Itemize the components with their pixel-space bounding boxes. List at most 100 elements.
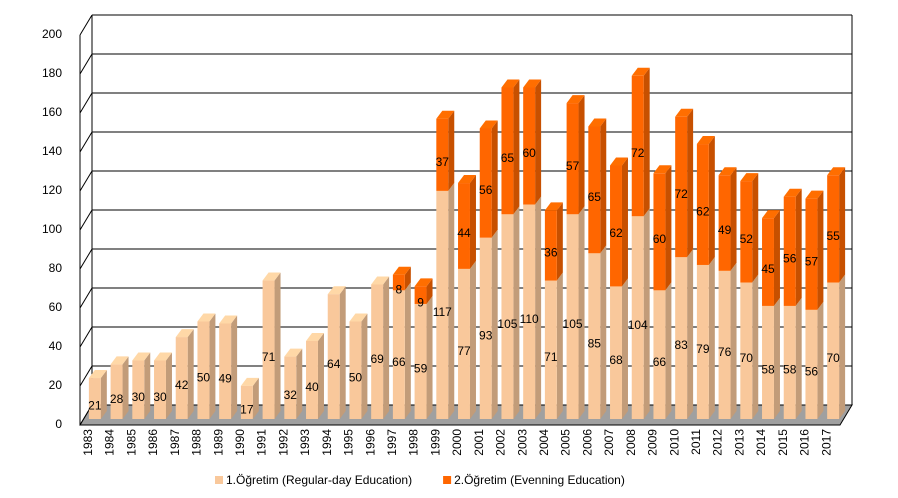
value-label: 58 [783,363,797,377]
bar [805,309,818,419]
bar [675,116,688,258]
value-label: 70 [826,351,840,365]
value-label: 57 [566,159,580,173]
bar-top [154,352,172,361]
bar-side [730,262,737,419]
bar-side [209,313,216,419]
bar-side [773,210,780,306]
bar [414,286,427,304]
bar [566,103,579,215]
bar [501,87,514,215]
bar [284,356,297,419]
bar-side [665,282,672,419]
value-label: 8 [396,283,403,297]
legend-swatch [443,476,452,484]
value-label: 105 [563,317,583,331]
value-label: 62 [609,226,623,240]
grid-line-side [79,209,93,231]
bar-side [535,79,542,205]
bar [696,264,709,419]
bar-top [696,136,715,145]
x-tick-label: 1987 [168,429,182,456]
y-tick-label: 40 [49,339,63,353]
value-label: 68 [609,353,623,367]
grid-line-side [79,14,93,36]
bar [523,87,536,205]
bar [458,183,470,269]
x-tick-label: 1997 [385,429,399,456]
bar [827,175,840,283]
x-tick-label: 2003 [515,429,529,456]
y-tick-label: 120 [42,183,62,197]
bar-side [339,286,346,419]
value-label: 59 [414,362,428,376]
value-label: 70 [740,351,754,365]
x-tick-label: 1984 [103,429,117,456]
bar [544,210,557,281]
bar-side [491,229,498,419]
bar [306,341,318,419]
bar-top [740,173,759,182]
x-tick-label: 1988 [190,429,204,456]
bar [132,360,145,419]
bar-side [165,352,172,419]
value-label: 50 [197,370,211,384]
value-label: 79 [696,342,710,356]
value-label: 104 [628,318,648,332]
bars [88,67,846,419]
value-label: 77 [457,344,471,358]
bar [653,173,666,291]
bar-top [805,190,824,199]
value-label: 42 [175,378,189,392]
value-label: 93 [479,328,493,342]
x-tick-label: 1989 [211,429,225,456]
bar-side [752,173,759,283]
bar-top [219,315,238,324]
y-tick-label: 20 [49,378,63,392]
bar [154,360,166,419]
bar [610,286,622,419]
bar [436,118,449,191]
bar [197,321,210,419]
x-tick-label: 2017 [819,429,833,456]
x-tick-label: 2006 [580,429,594,456]
x-tick-label: 2000 [450,429,464,456]
bar-side [817,190,824,310]
bar-top [523,79,542,88]
bar-side [491,120,498,238]
bar-side [469,260,476,419]
value-label: 110 [520,312,539,326]
bar-side [839,274,846,419]
bar [588,126,601,254]
bar-side [600,245,607,419]
bar [479,237,492,419]
value-label: 66 [653,355,667,369]
value-label: 71 [544,350,558,364]
value-label: 117 [433,305,452,319]
bar-side [274,272,281,419]
bar [240,385,253,419]
bar [718,270,731,419]
bar [392,274,405,291]
bar [827,282,840,419]
bar [436,190,449,419]
value-label: 65 [588,190,602,204]
y-tick-label: 0 [55,417,62,431]
x-tick-label: 2013 [732,429,746,456]
bar-top [675,108,694,117]
value-label: 37 [436,155,450,169]
x-tick-label: 1998 [407,429,421,456]
value-label: 105 [497,317,517,331]
value-label: 17 [240,403,254,417]
bar-side [730,167,737,271]
bar [740,181,753,283]
bar-side [535,196,542,419]
legend-label: 2.Öğretim (Evenning Education) [454,473,625,487]
bar-side [773,297,780,419]
bar [718,175,731,271]
bar [110,364,123,419]
bar-top [762,210,780,219]
bar-top [653,165,672,174]
bar-side [839,167,846,283]
value-label: 83 [674,338,688,352]
